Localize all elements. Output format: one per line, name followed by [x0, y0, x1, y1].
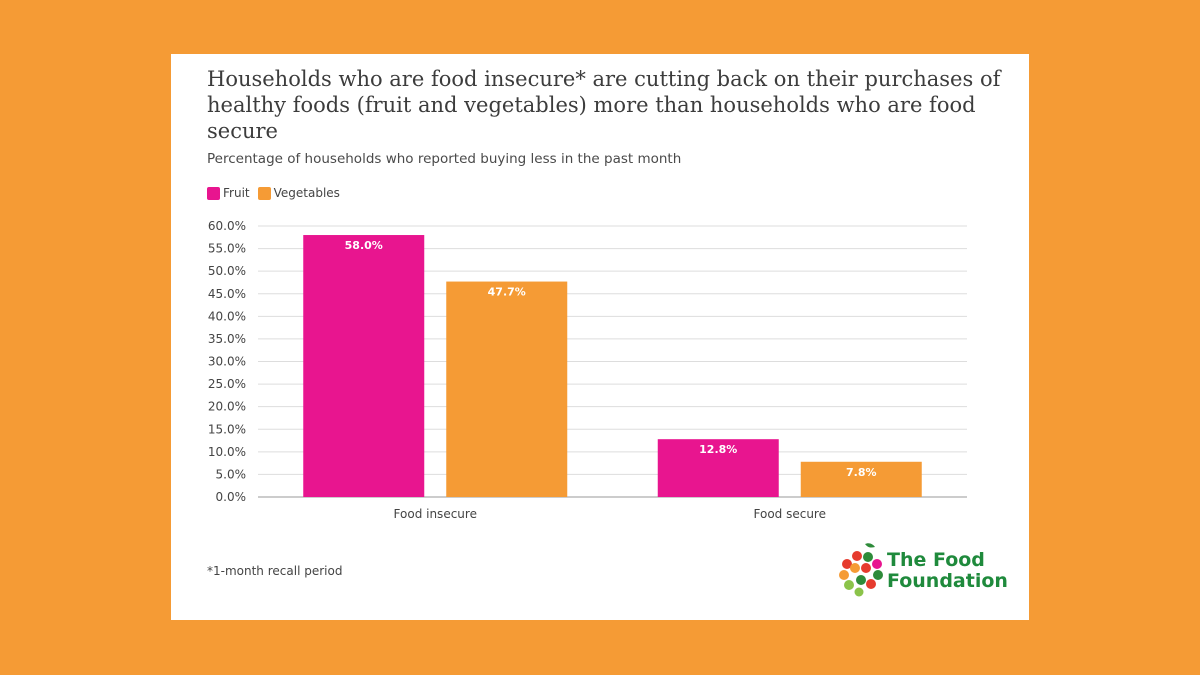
legend-swatch-vegetables [257, 186, 271, 200]
chart-subtitle: Percentage of households who reported bu… [207, 151, 682, 167]
bar-fruit-1 [657, 439, 779, 497]
bar-fruit-0 [303, 235, 425, 497]
y-tick-label: 5.0% [216, 467, 247, 481]
y-tick-label: 35.0% [208, 332, 246, 346]
chart-legend: Fruit Vegetables [207, 186, 340, 200]
data-label-vegetables-0: 47.7% [488, 286, 526, 299]
y-tick-label: 25.0% [208, 377, 246, 391]
y-tick-label: 15.0% [208, 422, 246, 436]
y-tick-label: 10.0% [208, 445, 246, 459]
footnote: *1-month recall period [207, 564, 343, 578]
legend-item-vegetables[interactable]: Vegetables [257, 186, 340, 200]
logo-text: The Food Foundation [887, 550, 1008, 592]
logo-line-1: The Food [887, 549, 985, 571]
bar-vegetables-0 [446, 281, 568, 497]
y-tick-label: 20.0% [208, 400, 246, 414]
x-category-label: Food insecure [394, 507, 477, 521]
data-label-fruit-1: 12.8% [699, 443, 737, 456]
legend-label-fruit: Fruit [223, 186, 250, 200]
bar-chart: 0.0% 5.0% 10.0% 15.0% 20.0% 25.0% 30.0% 35.0% 40… [208, 219, 967, 521]
data-label-vegetables-1: 7.8% [846, 466, 877, 479]
y-tick-label: 45.0% [208, 287, 246, 301]
x-category-label: Food secure [754, 507, 826, 521]
logo-line-2: Foundation [887, 570, 1008, 592]
y-tick-label: 40.0% [208, 309, 246, 323]
legend-label-vegetables: Vegetables [273, 186, 340, 200]
y-tick-label: 55.0% [208, 242, 246, 256]
chart-card: Households who are food insecure* are cu… [171, 54, 1029, 620]
y-tick-label: 30.0% [208, 355, 246, 369]
y-tick-label: 0.0% [216, 490, 247, 504]
food-foundation-logo: The Food Foundation [837, 540, 1017, 600]
y-tick-label: 60.0% [208, 219, 246, 233]
legend-swatch-fruit [207, 186, 220, 200]
data-label-fruit-0: 58.0% [345, 239, 383, 252]
legend-item-fruit[interactable]: Fruit [207, 186, 250, 200]
y-tick-label: 50.0% [208, 264, 246, 278]
chart-title: Households who are food insecure* are cu… [207, 67, 1001, 143]
food-foundation-logo-icon [839, 543, 883, 597]
bar-vegetables-1 [800, 461, 922, 497]
